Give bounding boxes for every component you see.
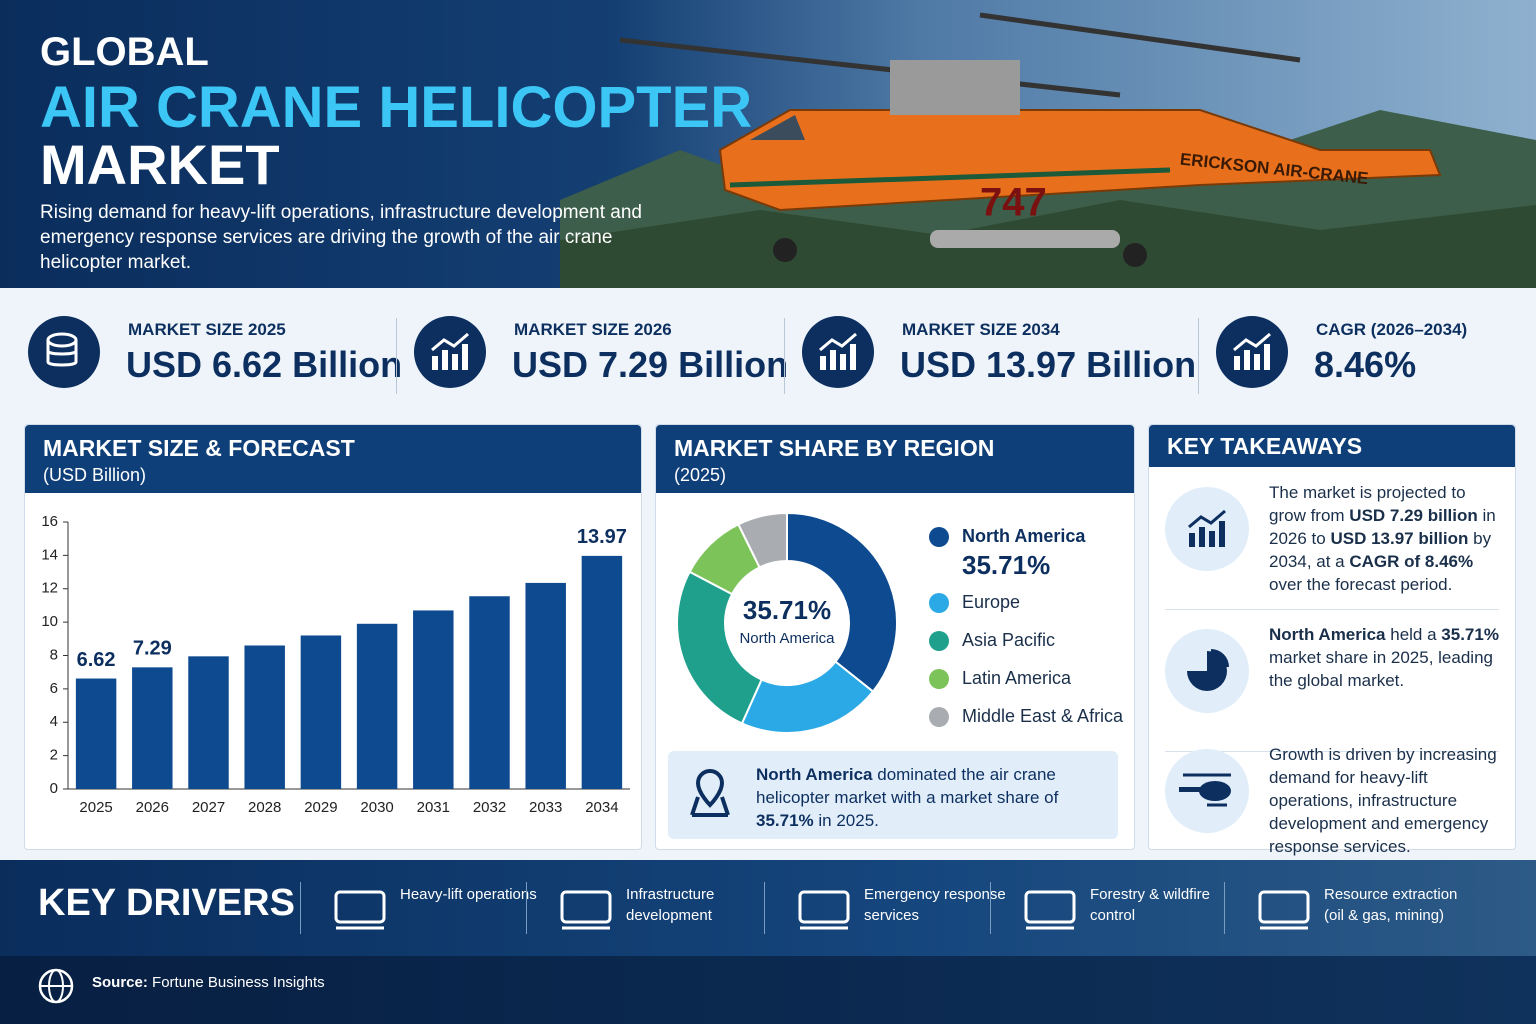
note-box: North America dominated the air crane he… [668,751,1118,839]
pie-panel: MARKET SHARE BY REGION (2025) North Amer… [655,424,1135,850]
stat-value: USD 6.62 Billion [126,344,403,385]
panel-header: MARKET SHARE BY REGION (2025) [656,425,1134,493]
stat-label: MARKET SIZE 2034 [902,320,1060,339]
source: Source: Fortune Business Insights [92,974,325,991]
text-run: USD 7.29 billion [1349,506,1478,525]
stat-value: 8.46% [1314,344,1417,385]
icon [1187,649,1229,691]
panel-subtitle: (USD Billion) [43,465,147,485]
bar-panel: MARKET SIZE & FORECAST (USD Billion) [24,424,642,850]
icon [1258,890,1310,930]
stat-label: MARKET SIZE 2025 [128,320,286,339]
driver-icon [1254,882,1314,937]
divider [396,318,397,394]
icon [334,890,386,930]
text-run: in 2025. [813,811,879,830]
panel-title: MARKET SHARE BY REGION [674,435,995,461]
text-run: held a [1385,625,1442,644]
driver-icon [556,882,616,937]
driver-icon [794,882,854,937]
text-run: 35.71% [1441,625,1499,644]
helicopter-scene: ERICKSON AIR-CRANE 747 [560,12,1536,288]
source-text: Fortune Business Insights [152,974,325,991]
text-run: in 2026 to [1269,506,1496,548]
panel-subtitle: (2025) [674,465,727,485]
title-line: AIR CRANE HELICOPTER [40,75,753,140]
driver-icon [330,882,390,937]
title-line: GLOBAL [40,30,209,74]
panel-title: KEY TAKEAWAYS [1167,433,1363,459]
stat-icon [414,316,486,388]
icon [1179,773,1231,807]
driver-label: Resource extraction (oil & gas, mining) [1324,886,1458,924]
driver-divider [990,882,991,934]
stat: CAGR (2026–2034) 8.46% [1216,312,1536,398]
icon [1233,332,1271,370]
stat: MARKET SIZE 2025 USD 6.62 Billion [28,312,408,398]
drivers-title: KEY DRIVERS [38,882,295,924]
driver-divider [526,882,527,934]
takeaway-text: North America held a 35.71% market share… [1269,623,1505,692]
text-run: The market is projected to grow from [1269,483,1466,525]
stat-value: USD 13.97 Billion [900,344,1197,385]
text-run: North America [1269,625,1386,644]
takeaway-icon [1165,487,1249,571]
driver-label: Emergency response services [864,886,1006,924]
separator [1165,609,1499,610]
source-label: Source: [92,974,148,991]
panel-header: KEY TAKEAWAYS [1149,425,1515,467]
stat: MARKET SIZE 2034 USD 13.97 Billion [802,312,1196,398]
driver-divider [1224,882,1225,934]
icon [1024,890,1076,930]
stat-icon [802,316,874,388]
driver-divider [764,882,765,934]
divider [784,318,785,394]
driver-label: Heavy-lift operations [400,886,537,903]
text-run: CAGR of 8.46% [1349,552,1474,571]
subtitle: Rising demand for heavy-lift operations,… [40,202,642,273]
helicopter-number: 747 [980,181,1047,225]
driver-icon [1020,882,1080,937]
globe-icon [38,968,74,1004]
takeaways-panel: KEY TAKEAWAYS The market is projected to… [1148,424,1516,856]
icon [1188,509,1226,547]
stat-icon [28,316,100,388]
takeaway-icon [1165,749,1249,833]
takeaway-text: Growth is driven by increasing demand fo… [1269,743,1505,858]
icon [560,890,612,930]
panel-title: MARKET SIZE & FORECAST [43,435,355,461]
takeaway-icon [1165,629,1249,713]
driver-label: Forestry & wildfire control [1090,886,1211,924]
text-run: Growth is driven by increasing demand fo… [1269,745,1497,856]
text-run: by 2034, at a [1269,529,1492,571]
header: ERICKSON AIR-CRANE 747 GLOBAL AIR CRANE … [0,0,1536,288]
icon [46,332,78,367]
stat-label: MARKET SIZE 2026 [514,320,672,339]
text-run: USD 13.97 billion [1330,529,1469,548]
drivers-band: KEY DRIVERS Heavy-lift operations Infrast… [0,860,1536,956]
stat-label: CAGR (2026–2034) [1316,320,1468,339]
stat-icon [1216,316,1288,388]
separator [1165,751,1499,752]
map-icon [690,768,730,817]
text-run: dominated the air crane helicopter marke… [756,765,1059,807]
icon [798,890,850,930]
text-run: over the forecast period. [1269,575,1453,594]
stat-value: USD 7.29 Billion [512,344,789,385]
divider [1198,318,1199,394]
takeaway-text: The market is projected to grow from USD… [1269,481,1505,596]
icon [819,332,857,370]
text-run: 35.71% [756,811,814,830]
driver-divider [300,882,301,934]
panel-header: MARKET SIZE & FORECAST (USD Billion) [25,425,641,493]
title-line: MARKET [40,133,280,196]
icon [431,332,469,370]
driver-label: Infrastructure development [626,886,715,924]
note-text: North America dominated the air crane he… [756,763,1076,832]
text-run: North America [756,765,873,784]
text-run: market share in 2025, leading the global… [1269,648,1493,690]
source-band: Source: Fortune Business Insights [0,956,1536,1024]
stat: MARKET SIZE 2026 USD 7.29 Billion [414,312,794,398]
